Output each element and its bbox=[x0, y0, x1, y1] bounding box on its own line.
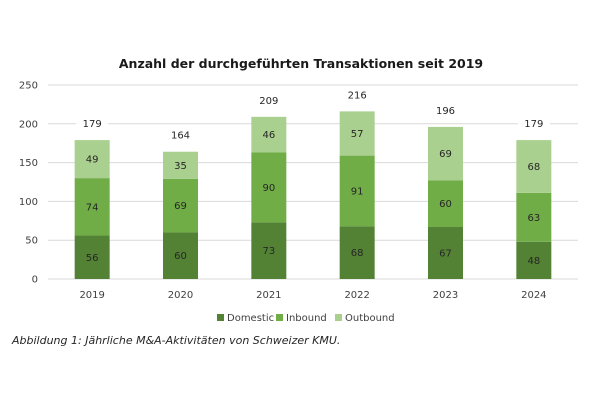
bar-segment-domestic bbox=[163, 232, 198, 279]
data-label-outbound: 49 bbox=[86, 155, 99, 166]
bar-segment-outbound bbox=[339, 111, 375, 156]
legend-swatch-outbound bbox=[335, 314, 342, 321]
y-tick-label: 50 bbox=[25, 236, 38, 247]
bar-group-2024: 48 63 68 179 bbox=[516, 117, 552, 279]
data-label-domestic: 67 bbox=[439, 249, 452, 260]
total-label: 179 bbox=[83, 119, 102, 130]
bar-group-2021: 73 90 46 209 bbox=[251, 93, 287, 279]
bar-segment-outbound bbox=[74, 140, 110, 179]
legend-label-inbound: Inbound bbox=[286, 313, 327, 324]
data-label-outbound: 46 bbox=[262, 130, 275, 141]
data-label-inbound: 63 bbox=[527, 213, 540, 224]
stacked-bar-chart: Anzahl der durchgeführten Transaktionen … bbox=[19, 56, 578, 324]
data-label-inbound: 69 bbox=[174, 201, 187, 212]
bar-segment-domestic bbox=[251, 222, 287, 279]
total-label-bg bbox=[76, 117, 109, 132]
x-tick-label: 2020 bbox=[168, 290, 193, 301]
data-label-inbound: 90 bbox=[262, 183, 275, 194]
y-tick-label: 100 bbox=[19, 197, 38, 208]
bar-group-2019: 56 74 49 179 bbox=[74, 117, 110, 279]
data-label-domestic: 48 bbox=[527, 256, 540, 267]
data-label-outbound: 35 bbox=[174, 161, 187, 172]
bar-segment-inbound bbox=[339, 155, 375, 227]
legend-swatch-inbound bbox=[276, 314, 283, 321]
y-axis-ticks: 0 50 100 150 200 250 bbox=[19, 81, 38, 286]
data-label-inbound: 60 bbox=[439, 199, 452, 210]
bar-segment-outbound bbox=[516, 140, 552, 193]
x-tick-label: 2024 bbox=[521, 290, 546, 301]
bar-segment-domestic bbox=[516, 241, 552, 279]
data-label-outbound: 69 bbox=[439, 149, 452, 160]
y-tick-label: 250 bbox=[19, 81, 38, 92]
x-tick-label: 2023 bbox=[433, 290, 458, 301]
bar-segment-domestic bbox=[74, 235, 110, 279]
x-tick-label: 2021 bbox=[256, 290, 281, 301]
data-label-outbound: 57 bbox=[351, 129, 364, 140]
y-tick-label: 0 bbox=[32, 275, 38, 286]
bars: 56 74 49 179 60 69 35 164 73 90 46 209 68 91 57 216 67 60… bbox=[74, 88, 552, 279]
data-label-inbound: 74 bbox=[86, 202, 99, 213]
bar-segment-inbound bbox=[251, 152, 287, 223]
bar-segment-outbound bbox=[251, 116, 287, 153]
bar-segment-domestic bbox=[428, 227, 463, 279]
total-label: 164 bbox=[171, 131, 190, 142]
bar-segment-outbound bbox=[163, 151, 198, 179]
bar-segment-inbound bbox=[428, 180, 463, 228]
data-label-domestic: 60 bbox=[174, 251, 187, 262]
total-label: 216 bbox=[348, 90, 367, 101]
x-tick-label: 2019 bbox=[79, 290, 104, 301]
x-axis-ticks: 2019 2020 2021 2022 2023 2024 bbox=[79, 290, 546, 301]
data-label-outbound: 68 bbox=[527, 162, 540, 173]
data-label-domestic: 68 bbox=[351, 248, 364, 259]
bar-segment-inbound bbox=[163, 178, 198, 233]
bar-group-2023: 67 60 69 196 bbox=[428, 103, 463, 279]
data-label-domestic: 56 bbox=[86, 253, 99, 264]
x-tick-label: 2022 bbox=[344, 290, 369, 301]
bar-segment-inbound bbox=[74, 178, 110, 236]
legend: Domestic Inbound Outbound bbox=[217, 313, 395, 324]
total-label-bg bbox=[517, 117, 550, 132]
y-tick-label: 200 bbox=[19, 119, 38, 130]
chart-title: Anzahl der durchgeführten Transaktionen … bbox=[119, 56, 483, 71]
legend-label-domestic: Domestic bbox=[227, 313, 274, 324]
total-label-bg bbox=[164, 128, 197, 143]
data-label-inbound: 91 bbox=[351, 186, 364, 197]
bar-segment-outbound bbox=[428, 126, 463, 181]
total-label: 209 bbox=[259, 96, 278, 107]
total-label-bg bbox=[341, 88, 374, 103]
total-label: 196 bbox=[436, 106, 455, 117]
bar-segment-domestic bbox=[339, 226, 375, 279]
data-label-domestic: 73 bbox=[262, 246, 275, 257]
legend-label-outbound: Outbound bbox=[345, 313, 395, 324]
bar-group-2020: 60 69 35 164 bbox=[163, 128, 198, 279]
bar-group-2022: 68 91 57 216 bbox=[339, 88, 375, 279]
total-label: 179 bbox=[524, 119, 543, 130]
legend-swatch-domestic bbox=[217, 314, 224, 321]
figure-caption: Abbildung 1: Jährliche M&A-Aktivitäten v… bbox=[12, 334, 341, 347]
total-label-bg bbox=[252, 93, 285, 108]
gridlines bbox=[48, 84, 578, 280]
bar-segment-inbound bbox=[516, 192, 552, 242]
y-tick-label: 150 bbox=[19, 158, 38, 169]
total-label-bg bbox=[429, 103, 462, 118]
